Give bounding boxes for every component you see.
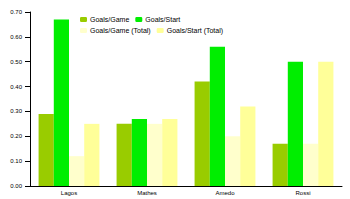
svg-text:Lagos: Lagos xyxy=(61,190,77,196)
svg-text:0.40: 0.40 xyxy=(10,84,22,90)
svg-text:0.70: 0.70 xyxy=(10,9,22,15)
svg-text:Mathes: Mathes xyxy=(137,190,157,196)
svg-text:0.00: 0.00 xyxy=(10,183,22,189)
svg-text:Goals/Start (Total): Goals/Start (Total) xyxy=(167,27,223,35)
svg-text:Amedo: Amedo xyxy=(215,190,235,196)
svg-text:Goals/Game: Goals/Game xyxy=(90,16,129,23)
svg-text:0.20: 0.20 xyxy=(10,133,22,139)
svg-text:Goals/Start: Goals/Start xyxy=(145,16,180,23)
svg-text:0.30: 0.30 xyxy=(10,108,22,114)
svg-text:0.10: 0.10 xyxy=(10,158,22,164)
svg-text:Goals/Game (Total): Goals/Game (Total) xyxy=(90,27,151,35)
svg-text:0.60: 0.60 xyxy=(10,34,22,40)
svg-text:0.50: 0.50 xyxy=(10,59,22,65)
svg-text:Rossi: Rossi xyxy=(295,190,310,196)
